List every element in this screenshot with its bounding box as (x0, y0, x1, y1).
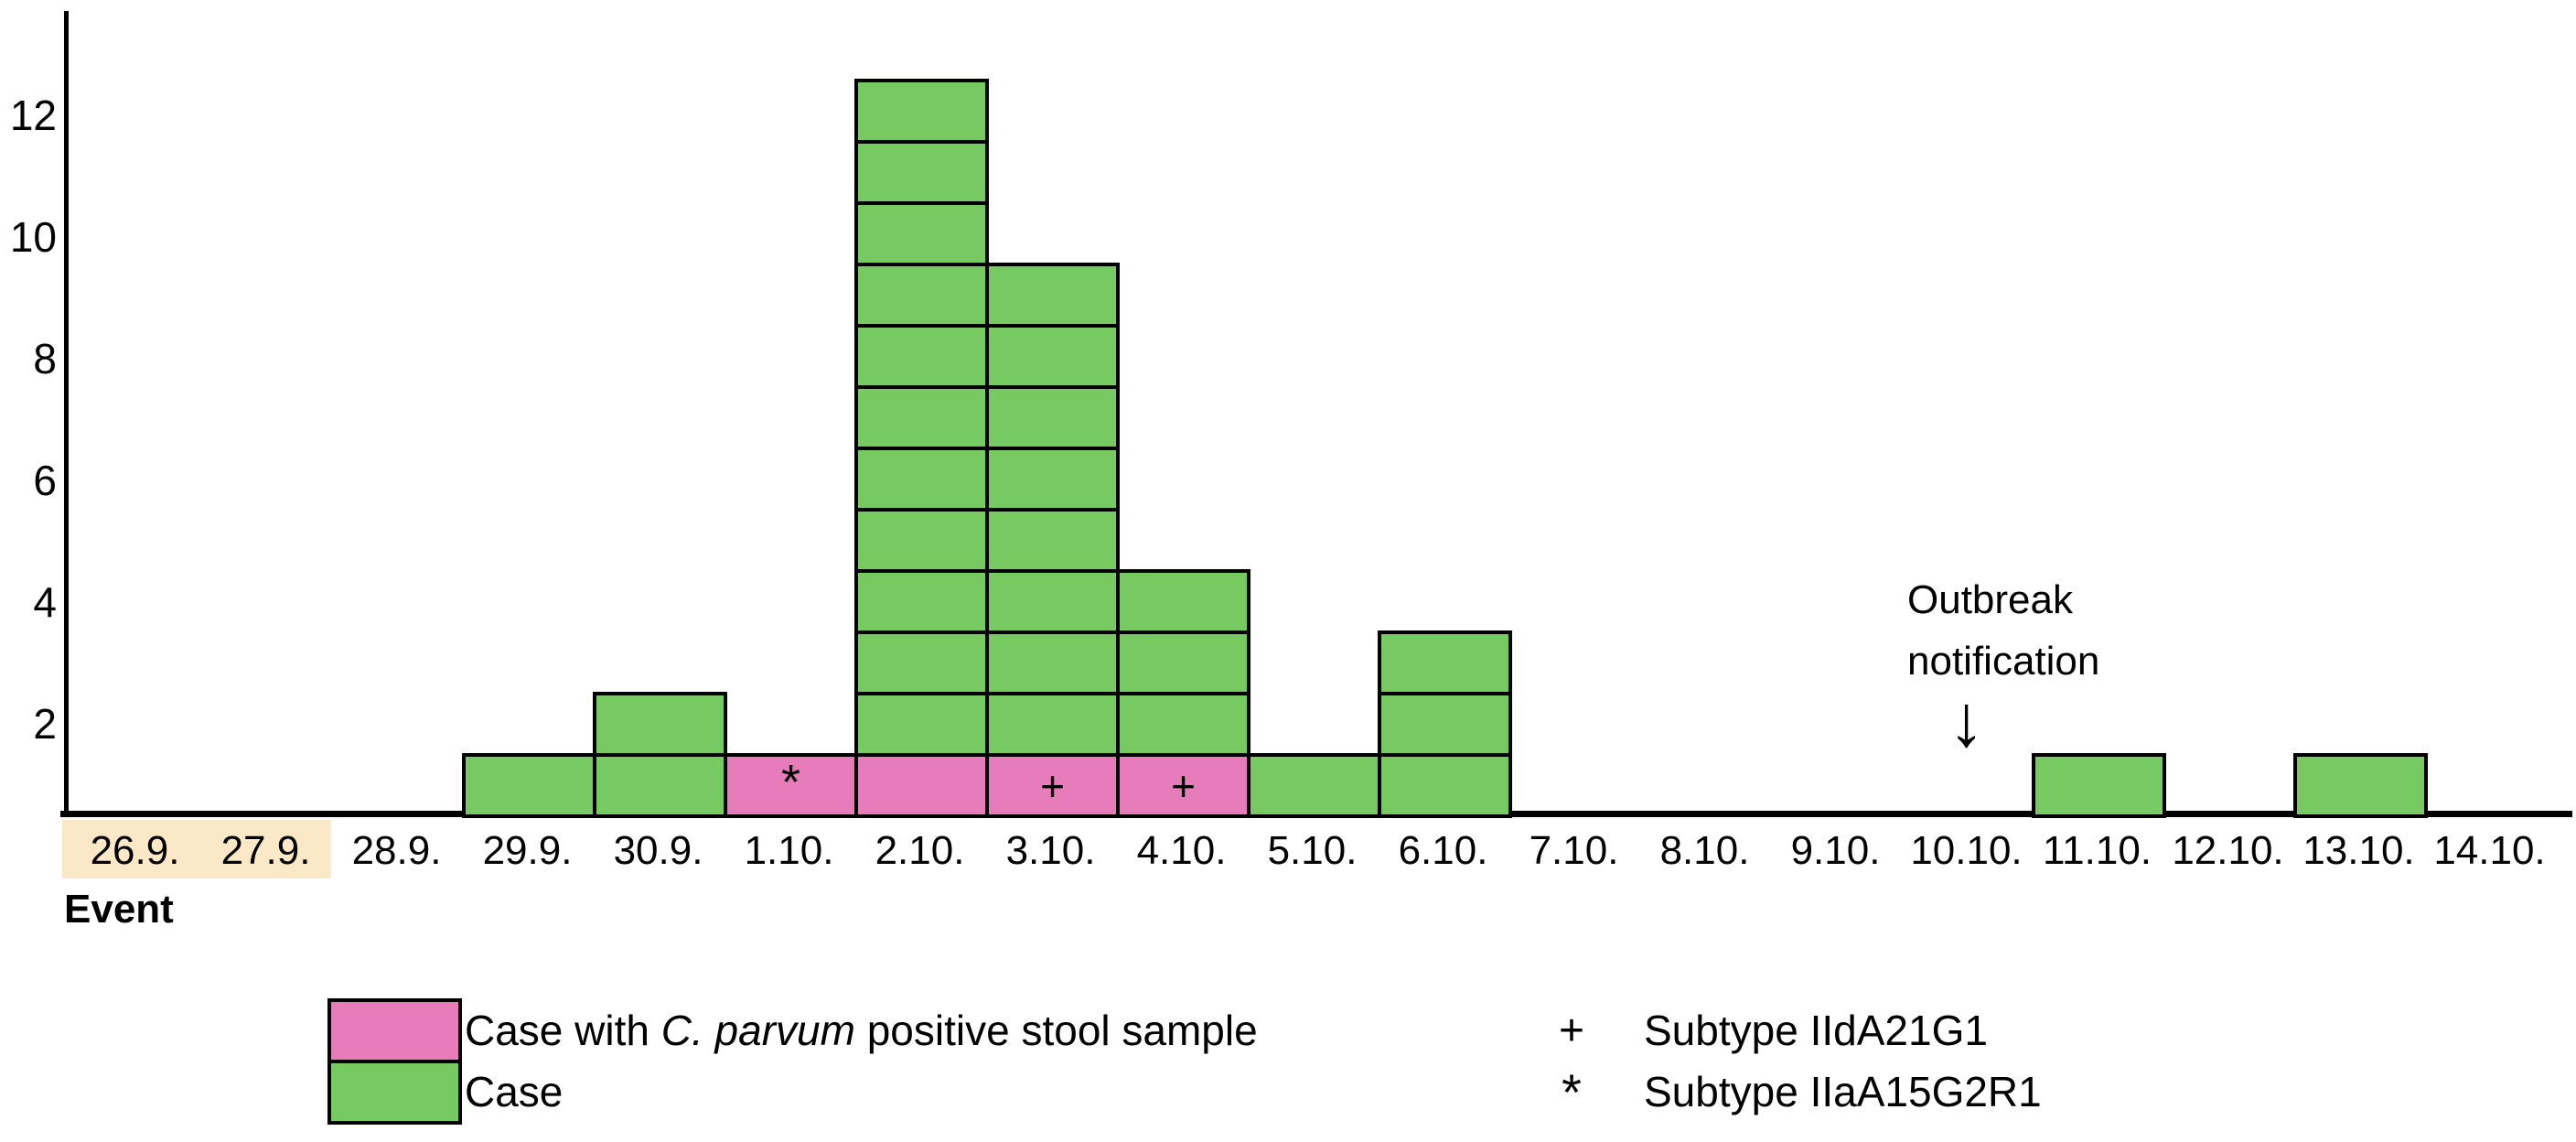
outbreak-annotation-line1: Outbreak (1907, 577, 2073, 622)
case-box (854, 692, 989, 757)
case-box (985, 508, 1120, 573)
positive-case-box (854, 753, 989, 818)
x-tick-label: 7.10. (1529, 828, 1619, 873)
case-box (854, 324, 989, 389)
case-box (985, 630, 1120, 695)
x-tick-label: 28.9. (351, 828, 442, 873)
x-tick-label: 5.10. (1267, 828, 1358, 873)
case-box (985, 569, 1120, 634)
case-box (1116, 692, 1250, 757)
x-tick-label: 2.10. (875, 828, 965, 873)
x-tick-label: 14.10. (2433, 828, 2546, 873)
x-tick-label: 3.10. (1005, 828, 1096, 873)
asterisk-symbol: * (1562, 1063, 1582, 1121)
case-box (1116, 630, 1250, 695)
case-box (1378, 630, 1512, 695)
case-box (2032, 753, 2166, 818)
case-box (1116, 569, 1250, 634)
legend-swatch-case (327, 1060, 462, 1125)
x-tick-label: 10.10. (1910, 828, 2023, 873)
legend-label-positive-prefix: Case with (465, 1007, 661, 1054)
x-tick-label: 11.10. (2042, 828, 2152, 873)
legend-label-positive-italic: C. parvum (660, 1007, 855, 1054)
case-box (854, 263, 989, 328)
positive-case-box: + (1116, 753, 1250, 818)
case-box (854, 79, 989, 144)
plus-symbol: + (1171, 761, 1196, 810)
case-box (985, 447, 1120, 512)
case-box (985, 263, 1120, 328)
outbreak-annotation-line2: notification (1907, 639, 2100, 684)
y-tick-label: 10 (9, 213, 57, 261)
case-box (854, 630, 989, 695)
subtype-plus-label: Subtype IIdA21G1 (1644, 1007, 1988, 1054)
legend-label-positive-case: Case with C. parvum positive stool sampl… (465, 998, 1258, 1063)
x-tick-label: 30.9. (613, 828, 703, 873)
case-box (854, 140, 989, 205)
case-box (985, 385, 1120, 450)
legend-label-case: Case (465, 1068, 564, 1115)
event-label: Event (64, 887, 174, 932)
subtype-star-label: Subtype IIaA15G2R1 (1644, 1068, 2042, 1115)
asterisk-symbol: * (780, 754, 800, 810)
case-box (985, 692, 1120, 757)
case-box (985, 324, 1120, 389)
case-box (854, 508, 989, 573)
positive-case-box: + (985, 753, 1120, 818)
case-box (1378, 753, 1512, 818)
x-tick-label: 9.10. (1790, 828, 1881, 873)
y-tick-label: 6 (33, 457, 57, 504)
case-box (2293, 753, 2428, 818)
case-box (854, 201, 989, 266)
x-tick-label: 8.10. (1659, 828, 1750, 873)
y-tick-label: 4 (33, 578, 57, 626)
event-period-highlight (62, 820, 331, 878)
case-box (593, 753, 727, 818)
y-axis-line (64, 11, 69, 817)
legend-swatch-positive-case (327, 998, 462, 1063)
y-tick-label: 12 (9, 92, 57, 139)
case-box (854, 447, 989, 512)
plus-symbol: + (1558, 1007, 1585, 1055)
x-tick-label: 12.10. (2172, 828, 2284, 873)
case-box (593, 692, 727, 757)
outbreak-annotation: Outbreak notification (1907, 569, 2099, 692)
x-tick-label: 6.10. (1398, 828, 1488, 873)
y-tick-label: 2 (33, 700, 57, 748)
down-arrow-icon: ↓ (1948, 680, 1985, 761)
case-box (854, 569, 989, 634)
case-box (854, 385, 989, 450)
x-tick-label: 29.9. (482, 828, 573, 873)
y-tick-label: 8 (33, 335, 57, 382)
legend-label-positive-suffix: positive stool sample (854, 1007, 1258, 1054)
x-tick-label: 1.10. (744, 828, 834, 873)
case-box (1247, 753, 1381, 818)
x-tick-label: 26.9. (90, 828, 180, 873)
x-tick-label: 27.9. (220, 828, 311, 873)
plus-symbol: + (1040, 761, 1065, 810)
positive-case-box: * (724, 753, 858, 818)
case-box (462, 753, 596, 818)
case-box (1378, 692, 1512, 757)
x-tick-label: 13.10. (2302, 828, 2415, 873)
x-tick-label: 4.10. (1136, 828, 1227, 873)
